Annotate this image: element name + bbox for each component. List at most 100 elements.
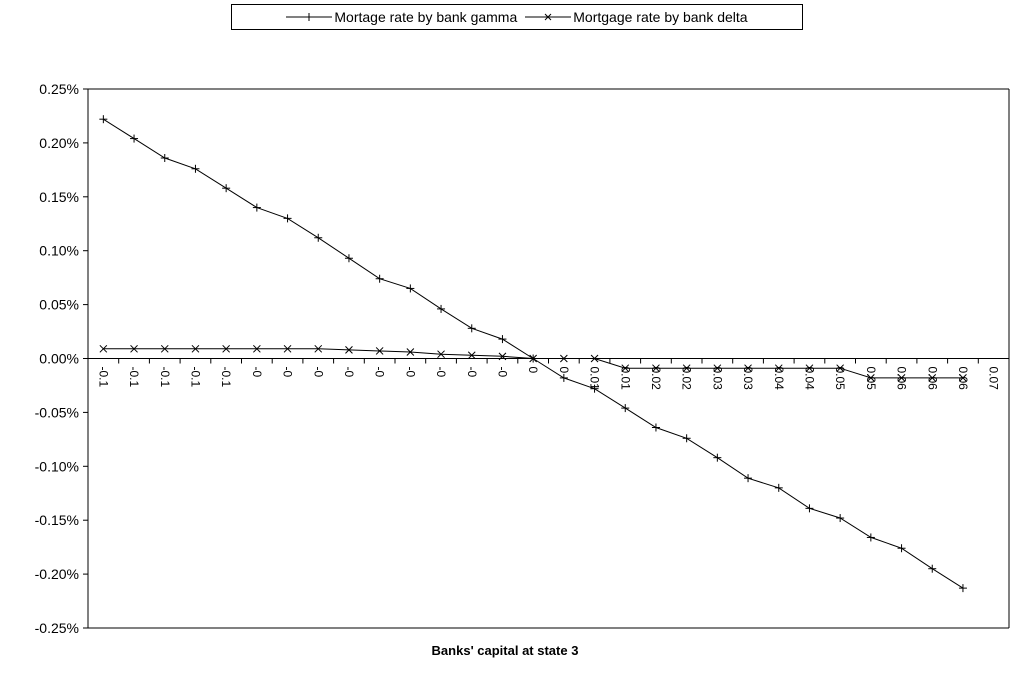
y-tick-label: 0.20% — [39, 135, 79, 151]
data-point-delta — [314, 344, 323, 353]
x-tick-label: 0.05 — [833, 367, 847, 391]
x-tick-label: 0 — [526, 367, 540, 374]
x-tick-label: -0 — [434, 367, 448, 378]
x-tick-label: 0 — [557, 367, 571, 374]
x-tick-label: 0.04 — [802, 367, 816, 391]
data-point-gamma — [314, 233, 323, 242]
x-tick-label: 0.03 — [710, 367, 724, 391]
data-point-gamma — [222, 184, 231, 193]
data-point-delta — [375, 347, 384, 355]
x-tick-label: -0.1 — [96, 367, 110, 388]
y-tick-label: -0.25% — [35, 620, 79, 636]
data-point-delta — [406, 348, 415, 356]
data-point-delta — [529, 354, 538, 363]
legend-label-delta: Mortgage rate by bank delta — [573, 9, 748, 25]
x-tick-label: 0.01 — [618, 367, 632, 391]
data-point-delta — [345, 346, 353, 354]
x-tick-label: -0.1 — [127, 367, 141, 388]
data-point-gamma — [191, 164, 200, 173]
data-point-delta — [866, 374, 875, 382]
data-point-delta — [590, 354, 599, 363]
series-line-gamma — [103, 118, 964, 589]
data-point-gamma — [713, 453, 722, 462]
x-tick-label: -0 — [403, 367, 417, 378]
x-tick-label: 0.02 — [649, 367, 663, 391]
data-point-delta — [498, 352, 507, 361]
data-point-delta — [652, 364, 660, 373]
data-point-gamma — [130, 134, 139, 143]
data-point-delta — [744, 364, 752, 373]
data-point-delta — [897, 374, 906, 382]
data-point-gamma — [283, 214, 292, 223]
x-tick-label: 0.02 — [680, 367, 694, 391]
data-point-delta — [191, 344, 200, 353]
x-tick-label: -0 — [342, 367, 356, 378]
data-point-gamma — [928, 564, 937, 573]
y-tick-label: -0.15% — [35, 512, 79, 528]
legend-entry-gamma: Mortage rate by bank gamma — [286, 9, 517, 25]
data-point-delta — [130, 344, 138, 353]
y-tick-label: -0.05% — [35, 404, 79, 420]
data-point-gamma — [774, 483, 783, 492]
x-axis-title: Banks' capital at state 3 — [431, 643, 579, 658]
data-point-gamma — [744, 474, 753, 483]
data-point-delta — [928, 374, 937, 382]
legend-swatch-gamma — [286, 13, 333, 21]
data-point-gamma — [406, 284, 415, 293]
data-point-gamma — [682, 434, 691, 443]
y-tick-label: -0.20% — [35, 566, 79, 582]
data-point-delta — [467, 351, 476, 360]
data-point-gamma — [252, 203, 261, 212]
y-tick-label: 0.05% — [39, 297, 79, 313]
x-tick-label: -0 — [250, 367, 264, 378]
data-point-gamma — [590, 384, 599, 393]
data-point-delta — [437, 350, 445, 359]
x-tick-label: -0 — [281, 367, 295, 378]
data-point-gamma — [99, 115, 108, 124]
x-tick-label: -0 — [465, 367, 479, 378]
legend-swatch-delta — [525, 13, 572, 21]
y-tick-label: 0.10% — [39, 243, 79, 259]
x-tick-label: 0.04 — [772, 367, 786, 391]
x-tick-label: -0.1 — [219, 367, 233, 388]
data-point-gamma — [467, 324, 476, 333]
data-point-gamma — [160, 153, 169, 162]
data-point-delta — [621, 364, 630, 373]
data-point-delta — [222, 344, 231, 353]
legend-label-gamma: Mortage rate by bank gamma — [334, 9, 518, 25]
data-point-gamma — [559, 373, 568, 382]
legend-entry-delta: Mortgage rate by bank delta — [525, 9, 748, 25]
data-point-delta — [836, 364, 845, 373]
data-point-gamma — [621, 404, 630, 413]
data-point-gamma — [866, 533, 875, 542]
data-point-gamma — [437, 304, 446, 313]
data-point-gamma — [651, 423, 660, 432]
data-point-delta — [682, 364, 691, 373]
data-point-delta — [774, 364, 783, 373]
data-point-delta — [713, 364, 722, 373]
x-tick-label: -0 — [495, 367, 509, 378]
data-point-delta — [99, 344, 108, 353]
x-tick-label: -0.1 — [188, 367, 202, 388]
data-point-gamma — [836, 514, 845, 523]
x-tick-label: 0.03 — [741, 367, 755, 391]
x-tick-label: -0 — [311, 367, 325, 378]
data-point-gamma — [805, 504, 814, 513]
data-point-delta — [959, 374, 967, 382]
data-point-gamma — [344, 254, 353, 263]
data-point-gamma — [897, 544, 906, 553]
data-point-delta — [252, 344, 261, 353]
data-point-gamma — [498, 335, 507, 344]
x-tick-label: -0 — [373, 367, 387, 378]
x-tick-label: 0.07 — [987, 367, 1001, 391]
legend: Mortage rate by bank gamma Mortgage rate… — [231, 4, 803, 30]
data-point-gamma — [958, 584, 967, 593]
y-tick-label: 0.25% — [39, 81, 79, 97]
data-point-gamma — [375, 274, 384, 283]
y-tick-label: -0.10% — [35, 458, 79, 474]
data-point-delta — [160, 344, 169, 353]
data-point-delta — [559, 354, 568, 363]
x-tick-label: -0.1 — [158, 367, 172, 388]
